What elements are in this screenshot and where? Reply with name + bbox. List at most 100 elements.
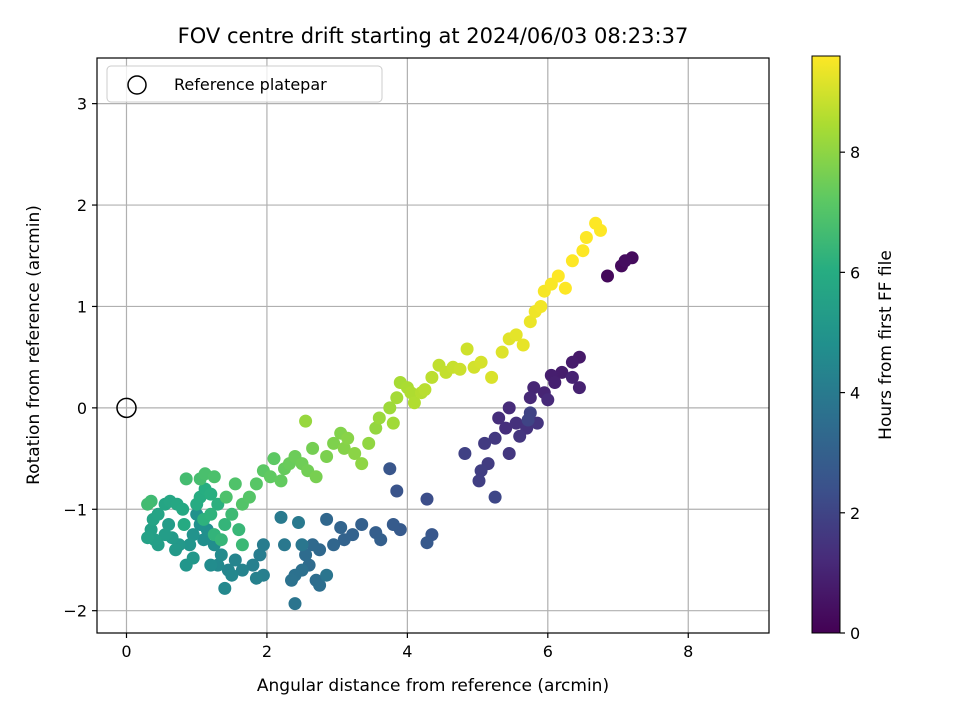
data-point	[225, 568, 239, 582]
data-point	[169, 543, 183, 557]
axis-ticks: 0 2 4 6 8 −2 −1 0 1 2 3	[63, 95, 693, 661]
data-point	[228, 553, 242, 567]
data-point	[565, 254, 579, 268]
legend: Reference platepar	[106, 65, 383, 103]
data-point	[263, 470, 277, 484]
data-point	[214, 548, 228, 562]
data-point	[295, 538, 309, 552]
data-point	[179, 472, 193, 486]
data-point	[565, 370, 579, 384]
data-point	[558, 281, 572, 295]
data-point	[306, 441, 320, 455]
data-point	[256, 538, 270, 552]
data-point	[485, 370, 499, 384]
data-point	[404, 386, 418, 400]
data-point	[177, 518, 191, 531]
reference-platepar-marker	[116, 397, 137, 419]
y-tick-label: 0	[77, 399, 87, 418]
data-point	[158, 528, 172, 542]
data-point	[320, 450, 334, 463]
y-axis-label: Rotation from reference (arcmin)	[24, 205, 44, 485]
data-point	[488, 490, 502, 504]
data-point	[523, 391, 537, 405]
data-point	[390, 391, 404, 405]
data-point	[274, 510, 288, 524]
data-point	[235, 563, 249, 577]
data-point	[374, 533, 388, 547]
data-point	[183, 538, 197, 552]
colorbar-ticks: 0 2 4 6 8	[840, 143, 860, 643]
data-point	[218, 518, 232, 531]
y-tick-label: −1	[63, 500, 87, 519]
data-point	[386, 518, 400, 531]
colorbar: 0 2 4 6 8 Hours from first FF file	[811, 55, 896, 643]
legend-frame	[106, 65, 383, 103]
colorbar-tick-label: 6	[850, 263, 860, 282]
data-point	[225, 507, 239, 521]
data-point	[453, 362, 467, 376]
data-point	[242, 490, 256, 504]
chart-title: FOV centre drift starting at 2024/06/03 …	[178, 24, 689, 48]
data-point	[306, 538, 320, 552]
data-point	[214, 533, 228, 547]
x-tick-label: 0	[121, 642, 131, 661]
data-point	[478, 436, 492, 450]
data-point	[141, 497, 155, 511]
data-point	[460, 342, 474, 356]
x-tick-label: 6	[543, 642, 553, 661]
data-point	[472, 474, 486, 488]
plot-frame	[96, 57, 770, 634]
data-point	[555, 365, 569, 379]
data-point	[565, 355, 579, 369]
data-point	[579, 231, 593, 244]
data-point	[474, 355, 488, 369]
data-point	[299, 548, 313, 562]
data-point	[232, 523, 246, 537]
data-point	[348, 447, 362, 460]
data-point	[327, 538, 341, 552]
data-point	[527, 381, 541, 395]
data-point	[341, 431, 355, 445]
data-point	[572, 381, 586, 395]
data-point	[267, 452, 281, 466]
colorbar-gradient	[811, 55, 841, 634]
data-point	[204, 487, 218, 501]
data-point	[362, 436, 376, 450]
data-point	[499, 421, 513, 435]
data-point	[509, 328, 523, 342]
data-point	[218, 581, 232, 595]
data-point	[186, 551, 200, 565]
y-tick-label: −2	[63, 602, 87, 621]
data-point	[541, 393, 555, 407]
data-point	[502, 447, 516, 460]
data-point	[299, 414, 313, 428]
data-point	[253, 548, 267, 562]
data-point	[601, 269, 614, 283]
x-tick-label: 2	[262, 642, 272, 661]
colorbar-label: Hours from first FF file	[876, 250, 896, 440]
data-point	[141, 531, 155, 545]
data-point	[313, 578, 327, 592]
data-point	[292, 516, 305, 529]
data-point	[197, 533, 211, 547]
data-point	[320, 568, 334, 582]
data-point	[420, 492, 434, 506]
data-point	[288, 597, 302, 611]
data-point	[249, 571, 263, 585]
data-point	[372, 411, 386, 425]
data-point	[594, 223, 607, 237]
colorbar-tick-label: 2	[850, 504, 860, 523]
data-point	[246, 558, 260, 572]
data-point	[219, 490, 233, 504]
data-point	[355, 518, 369, 531]
y-tick-label: 1	[77, 297, 87, 316]
data-point	[337, 441, 351, 455]
colorbar-tick-label: 0	[850, 624, 860, 643]
data-point	[407, 396, 421, 410]
data-point	[509, 416, 523, 430]
data-point	[285, 573, 298, 587]
data-point	[151, 507, 165, 521]
data-point	[278, 538, 291, 552]
data-point	[474, 464, 488, 478]
